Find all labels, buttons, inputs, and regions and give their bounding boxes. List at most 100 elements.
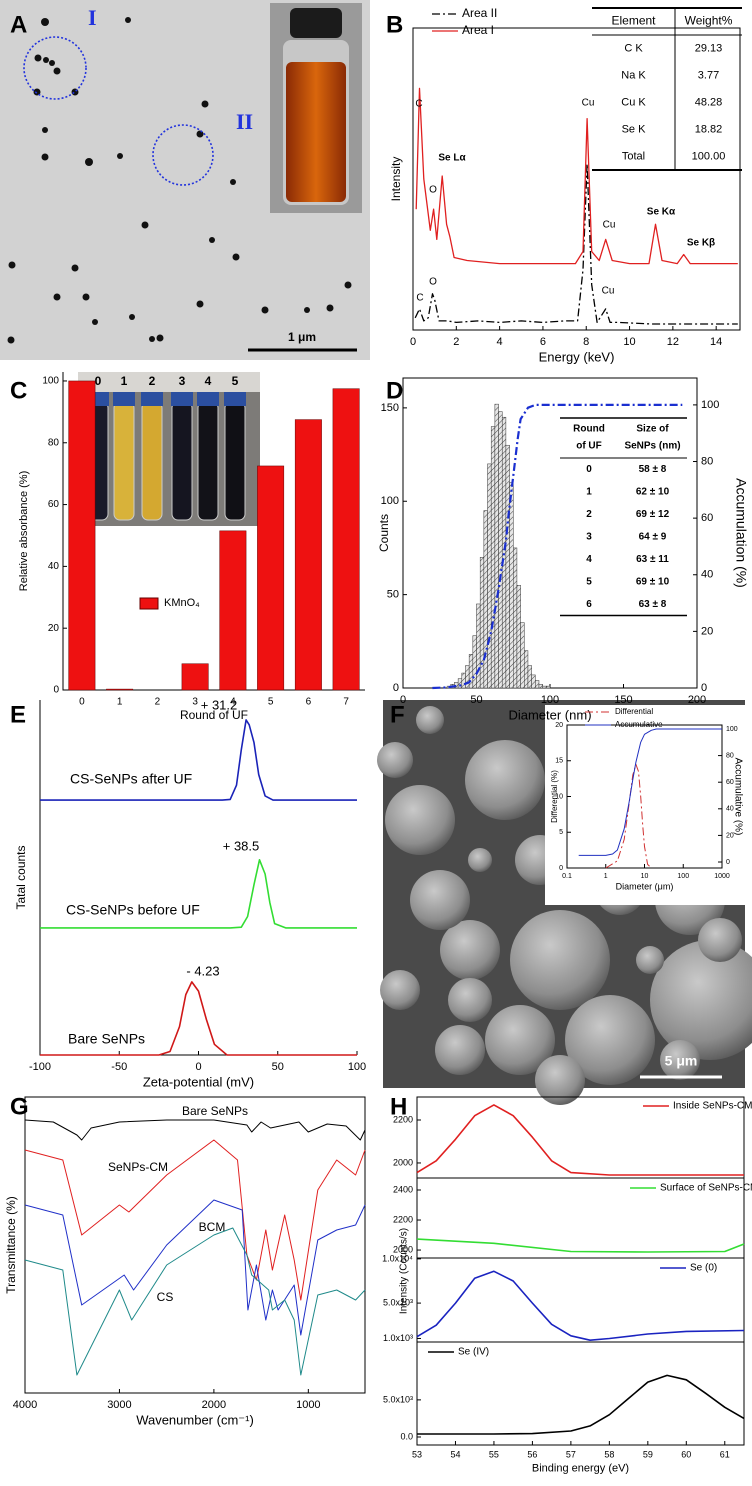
legend-swatch (139, 597, 159, 610)
series-line (416, 1238, 745, 1253)
x-axis-label: Binding energy (eV) (532, 1463, 629, 1475)
sphere (435, 1025, 485, 1075)
annotation: + 31.2 (201, 697, 238, 712)
tube-cap (197, 392, 219, 406)
legend-label: KMnO₄ (164, 597, 200, 609)
annotation: + 38.5 (223, 838, 260, 853)
x-tick-label: 57 (566, 1449, 576, 1459)
particle (7, 336, 15, 344)
y-tick-label: 0 (53, 685, 59, 696)
vial-liquid (286, 62, 346, 202)
table-cell: C K (624, 42, 643, 54)
x-tick-label: 50 (272, 1061, 284, 1073)
tube-cap (113, 392, 135, 406)
particle (209, 237, 215, 243)
particle (201, 100, 209, 108)
series-label: Bare SeNPs (68, 1031, 145, 1047)
panel-label: B (386, 11, 403, 38)
y-axis-label: Tatal counts (14, 845, 28, 909)
x-axis-label: Energy (keV) (539, 350, 615, 365)
table-cell: 2 (586, 509, 592, 520)
y2-tick-label: 0 (726, 859, 730, 866)
particle (41, 18, 49, 26)
y2-tick-label: 20 (726, 832, 734, 839)
y-tick-label: 2200 (393, 1114, 413, 1124)
x-tick-label: 200 (688, 694, 706, 706)
series-line (605, 763, 652, 869)
x-tick-label: -50 (111, 1061, 127, 1073)
particle (41, 153, 49, 161)
x-tick-label: 0 (410, 336, 416, 348)
particle (129, 314, 135, 320)
x-tick-label: 1000 (714, 873, 730, 880)
series-label: CS-SeNPs before UF (66, 902, 200, 918)
annotation: Cu (602, 286, 615, 297)
particle (232, 253, 240, 261)
annotation: Se Kβ (687, 238, 715, 249)
table-cell: 63 ± 8 (639, 599, 667, 610)
tube-photo-top (78, 372, 260, 392)
particle (125, 17, 131, 23)
x-tick-label: 4 (230, 697, 236, 708)
series-line (416, 1104, 744, 1176)
panel-label: H (390, 1093, 407, 1120)
legend-label: Differential (615, 707, 653, 716)
y-tick-label: 5.0x10³ (383, 1297, 413, 1307)
y-tick-label: 20 (555, 722, 563, 729)
tube-cap (171, 392, 193, 406)
sphere (468, 848, 492, 872)
table-cell: Total (622, 150, 645, 162)
histogram-bar (472, 635, 477, 689)
x-tick-label: 100 (677, 873, 689, 880)
table-header: Weight% (685, 14, 733, 28)
particle (230, 179, 236, 185)
vial-label: 3 (179, 374, 186, 388)
table-cell: 69 ± 10 (636, 576, 670, 587)
x-tick-label: 100 (541, 694, 559, 706)
y-tick-label: 40 (48, 561, 60, 572)
x-tick-label: 61 (720, 1449, 730, 1459)
sphere (385, 785, 455, 855)
bar (68, 380, 96, 691)
histogram-bar (505, 444, 510, 689)
annotation: O (429, 185, 437, 196)
x-tick-label: 5 (268, 697, 274, 708)
series-label: Bare SeNPs (182, 1104, 248, 1118)
table-header: SeNPs (nm) (624, 441, 680, 452)
particle (42, 127, 48, 133)
series-line (24, 1227, 366, 1376)
histogram-bar (535, 680, 540, 689)
histogram-bar (461, 672, 466, 689)
annotation: - 4.23 (186, 963, 219, 978)
table-cell: Cu K (621, 96, 646, 108)
series-label: CS (157, 1290, 174, 1304)
tube (141, 401, 163, 521)
x-tick-label: 2 (155, 697, 161, 708)
x-tick-label: 56 (527, 1449, 537, 1459)
histogram-bar (520, 622, 525, 689)
series-line (24, 1199, 366, 1336)
x-axis-label: Diameter (nm) (508, 708, 591, 723)
plot-frame (412, 27, 741, 331)
sphere (650, 940, 752, 1060)
x-tick-label: 7 (343, 697, 349, 708)
y-axis-label: Intensity (Counts/s) (399, 1228, 410, 1314)
histogram-bar (476, 603, 481, 689)
sphere (410, 870, 470, 930)
panel-label: D (386, 377, 403, 404)
y-tick-label: 80 (48, 437, 60, 448)
x-tick-label: 50 (470, 694, 482, 706)
y-tick-label: 2400 (393, 1184, 413, 1194)
x-tick-label: 150 (614, 694, 632, 706)
series-line (24, 1119, 366, 1141)
y-tick-label: 0 (393, 682, 399, 694)
vial-label: 0 (95, 374, 102, 388)
x-tick-label: 100 (348, 1061, 366, 1073)
y-tick-label: 20 (48, 623, 60, 634)
annotation: C (416, 293, 423, 304)
x-tick-label: 59 (643, 1449, 653, 1459)
sphere (485, 1005, 555, 1075)
series-label: CS-SeNPs after UF (70, 771, 192, 787)
bar (181, 663, 209, 691)
x-tick-label: 3000 (107, 1399, 131, 1411)
